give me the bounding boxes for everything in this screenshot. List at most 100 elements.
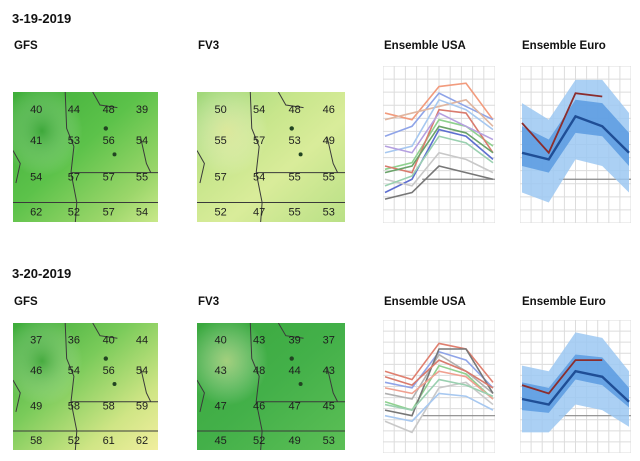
map-value-label: 56 — [103, 135, 115, 147]
row2-gfs-label: GFS — [14, 296, 38, 308]
map-value-label: 55 — [215, 135, 227, 147]
row1-ensemble-usa-chart — [383, 66, 495, 223]
map-value-label: 40 — [103, 335, 115, 347]
map-value-label: 57 — [103, 207, 115, 219]
map-value-label: 39 — [136, 104, 148, 116]
row1-fv3-map: 50 54 48 46 55 57 53 49 57 54 55 55 52 47 55 53 — [197, 92, 345, 222]
map-value-label: 36 — [68, 335, 80, 347]
ensemble-member-line — [384, 151, 494, 187]
ensemble-member-line — [384, 118, 494, 171]
row2-date: 3-20-2019 — [12, 266, 72, 281]
map-value-label: 49 — [30, 401, 42, 413]
map-value-label: 43 — [323, 365, 335, 377]
ensemble-member-line — [384, 125, 494, 174]
map-value-label: 56 — [103, 365, 115, 377]
row1-date: 3-19-2019 — [12, 11, 72, 26]
row1-fv3-label: FV3 — [198, 40, 220, 52]
map-value-label: 54 — [136, 365, 148, 377]
ensemble-member-line — [384, 82, 494, 121]
map-value-label: 45 — [215, 435, 227, 447]
row2-ensemble-euro-chart — [520, 320, 631, 453]
map-value-label: 54 — [253, 104, 265, 116]
ensemble-mean-line — [521, 114, 630, 161]
ensemble-member-line — [384, 98, 494, 127]
map-value-label: 62 — [136, 435, 148, 447]
ensemble-member-line — [384, 165, 494, 200]
map-value-label: 59 — [136, 401, 148, 413]
row2-ens-usa-label: Ensemble USA — [384, 296, 466, 308]
ensemble-mean-line — [521, 369, 630, 406]
ensemble-member-line — [384, 381, 494, 434]
map-value-label: 53 — [68, 135, 80, 147]
map-value-label: 46 — [253, 401, 265, 413]
map-value-label: 44 — [136, 335, 148, 347]
ensemble-max-line — [521, 92, 603, 155]
map-value-label: 57 — [103, 172, 115, 184]
map-value-label: 53 — [323, 207, 335, 219]
row2-ens-euro-label: Ensemble Euro — [522, 296, 606, 308]
map-value-label: 48 — [253, 365, 265, 377]
map-value-label: 49 — [323, 135, 335, 147]
ensemble-member-line — [384, 98, 494, 154]
map-value-label: 43 — [215, 365, 227, 377]
row2-fv3-map: 40 43 39 37 43 48 44 43 47 46 47 45 45 52 49 53 — [197, 323, 345, 450]
row1-ens-euro-label: Ensemble Euro — [522, 40, 606, 52]
map-value-label: 57 — [253, 135, 265, 147]
map-value-label: 52 — [68, 435, 80, 447]
map-value-label: 54 — [253, 172, 265, 184]
map-value-label: 48 — [289, 104, 301, 116]
ensemble-member-line — [384, 350, 494, 389]
ensemble-member-line — [384, 370, 494, 400]
map-value-label: 55 — [136, 172, 148, 184]
ensemble-member-line — [384, 342, 494, 383]
map-value-label: 62 — [30, 207, 42, 219]
inner-spread-band — [522, 99, 629, 173]
ensemble-member-line — [384, 135, 494, 187]
map-value-label: 53 — [289, 135, 301, 147]
map-value-label: 55 — [289, 207, 301, 219]
map-value-label: 41 — [30, 135, 42, 147]
map-value-label: 57 — [68, 172, 80, 184]
ensemble-member-line — [384, 92, 494, 137]
ensemble-member-line — [384, 348, 494, 417]
map-value-label: 37 — [30, 335, 42, 347]
ensemble-member-line — [384, 353, 494, 400]
ensemble-member-line — [384, 108, 494, 174]
row2-gfs-map: 37 36 40 44 46 54 56 54 49 58 58 59 58 52 61 62 — [13, 323, 158, 450]
ensemble-max-line — [521, 359, 603, 395]
map-value-label: 50 — [215, 104, 227, 116]
ensemble-member-line — [384, 112, 494, 154]
map-value-label: 40 — [30, 104, 42, 116]
map-value-label: 58 — [103, 401, 115, 413]
map-value-label: 53 — [323, 435, 335, 447]
map-value-label: 44 — [68, 104, 80, 116]
map-value-label: 61 — [103, 435, 115, 447]
map-value-label: 58 — [68, 401, 80, 413]
map-value-label: 55 — [289, 172, 301, 184]
map-value-label: 54 — [30, 172, 42, 184]
map-value-label: 49 — [289, 435, 301, 447]
row1-gfs-label: GFS — [14, 40, 38, 52]
map-value-label: 52 — [68, 207, 80, 219]
map-value-label: 48 — [103, 104, 115, 116]
map-value-label: 47 — [253, 207, 265, 219]
row1-gfs-map: 40 44 48 39 41 53 56 54 54 57 57 55 62 52 57 54 — [13, 92, 158, 222]
map-value-label: 54 — [136, 207, 148, 219]
map-value-label: 47 — [215, 401, 227, 413]
map-value-label: 46 — [323, 104, 335, 116]
row1-ens-usa-label: Ensemble USA — [384, 40, 466, 52]
map-value-label: 58 — [30, 435, 42, 447]
map-value-label: 40 — [215, 335, 227, 347]
map-value-label: 44 — [289, 365, 301, 377]
row2-ensemble-usa-chart — [383, 320, 495, 453]
map-value-label: 52 — [253, 435, 265, 447]
map-value-label: 46 — [30, 365, 42, 377]
map-value-label: 55 — [323, 172, 335, 184]
map-value-label: 47 — [289, 401, 301, 413]
ensemble-member-line — [384, 378, 494, 411]
map-value-label: 45 — [323, 401, 335, 413]
row1-ensemble-euro-chart — [520, 66, 631, 223]
map-value-label: 43 — [253, 335, 265, 347]
map-value-label: 54 — [68, 365, 80, 377]
map-value-label: 57 — [215, 172, 227, 184]
